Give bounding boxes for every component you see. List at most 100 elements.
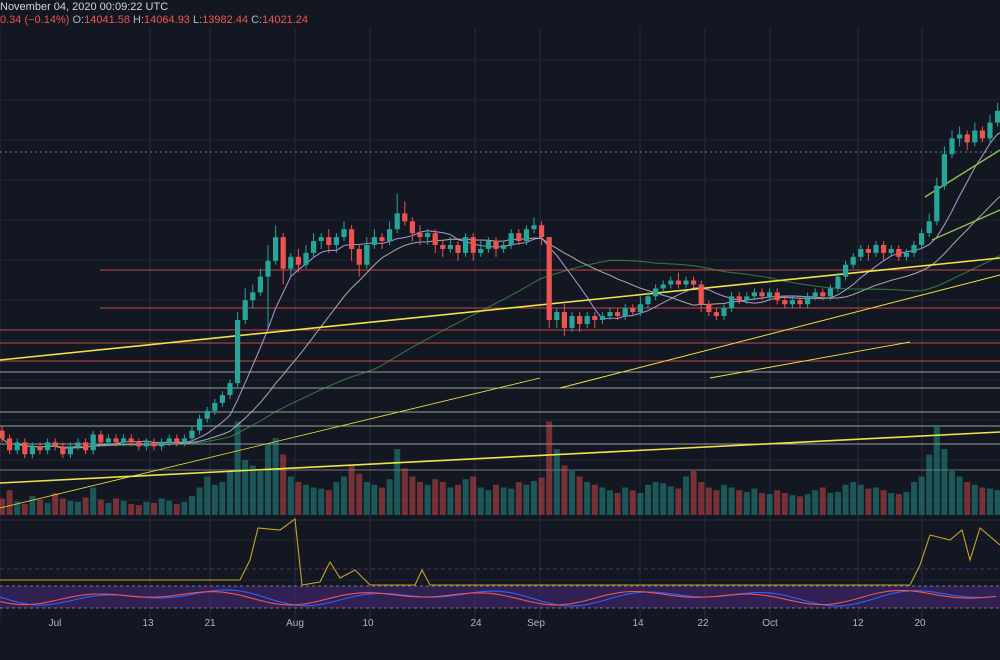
candle-body [599,316,605,320]
time-axis-label[interactable]: 13 [142,618,154,629]
candle-body [151,442,157,447]
time-axis-label[interactable]: 21 [204,618,216,629]
volume-bar [303,484,309,515]
volume-bar [105,502,112,515]
candle-body [744,296,750,301]
high-label: H: [133,14,145,26]
candle-body [105,438,111,443]
candle-body [121,438,127,443]
header-date: November 04, 2020 00:09:22 UTC [0,1,169,13]
volume-bars [0,421,1000,515]
candle-body [29,446,35,455]
candle-body [820,292,826,297]
volume-bar [842,484,849,515]
volume-bar [44,502,51,515]
volume-bar [759,493,765,515]
candle-body [250,292,256,301]
candle-body [349,229,355,249]
volume-bar [333,482,340,515]
candle-body [197,418,203,431]
volume-bar [166,500,173,515]
candle-body [83,442,89,451]
candle-body [630,308,636,313]
volume-bar [911,482,917,515]
volume-bar [257,471,264,515]
volume-bar [971,484,978,515]
candle-body [52,442,58,447]
candle-body [257,276,263,293]
time-axis-label[interactable]: Aug [286,618,304,629]
candle-body [645,296,651,305]
candle-body [7,438,13,451]
candle-body [409,221,415,234]
volume-bar [561,465,568,515]
volume-bar [591,484,598,515]
candle-body [919,233,925,245]
candle-body [843,264,849,277]
header-change: 0.34 (−0.14%) [0,14,70,26]
candle-body [501,245,507,249]
candle-body [265,260,271,277]
time-axis-label[interactable]: Jul [49,618,62,629]
volume-bar [614,493,621,515]
candle-body [280,237,286,269]
time-axis[interactable]: Jul 13 21 Aug 10 24 Sep 14 22 Oct 12 20 [49,618,926,629]
volume-bar [698,482,705,515]
candle-body [273,237,279,261]
candle-body [729,296,735,309]
volume-bar [318,488,325,515]
time-axis-label[interactable]: 14 [632,618,644,629]
candle-body [721,308,727,317]
time-axis-label[interactable]: Sep [527,618,545,629]
candlesticks [0,102,1000,459]
candle-body [425,233,431,238]
volume-bar [196,487,203,515]
volume-bar [21,504,28,515]
time-axis-label[interactable]: 22 [697,618,709,629]
candle-body [128,438,134,443]
candle-body [478,248,484,253]
candle-body [706,304,712,313]
volume-bar [888,493,895,515]
candle-body [219,395,225,403]
time-axis-label[interactable]: 10 [362,618,374,629]
volume-bar [774,490,781,515]
candle-body [174,438,180,443]
candle-body [987,122,993,139]
volume-bar [310,487,317,515]
candle-body [90,434,96,451]
volume-bar [933,427,940,515]
candle-body [873,245,879,253]
volume-bar [424,484,431,515]
time-axis-label[interactable]: 20 [914,618,926,629]
candle-body [143,442,149,447]
candle-body [683,280,689,285]
volume-bar [227,471,233,515]
time-axis-label[interactable]: 12 [852,618,864,629]
high-value: 14064.93 [144,14,190,26]
candle-body [691,280,697,285]
channel-lower [931,209,1000,241]
candle-body [14,442,20,451]
volume-bar [812,490,819,515]
volume-bar [736,490,743,515]
candle-body [333,237,339,245]
open-label: O: [72,14,85,26]
candle-body [979,130,985,139]
candle-body [98,434,104,443]
volume-bar [751,488,758,515]
volume-bar [538,477,545,515]
volume-bar [873,487,879,515]
volume-bar [652,482,659,515]
candle-body [341,229,347,238]
stoch-k-line [0,589,997,607]
time-axis-label[interactable]: Oct [762,618,778,629]
candle-body [432,233,438,245]
time-axis-label[interactable]: 24 [470,618,482,629]
volume-bar [67,500,74,515]
volume-bar [59,498,66,515]
candle-body [417,233,423,238]
volume-bar [394,449,401,515]
candle-body [941,154,947,186]
